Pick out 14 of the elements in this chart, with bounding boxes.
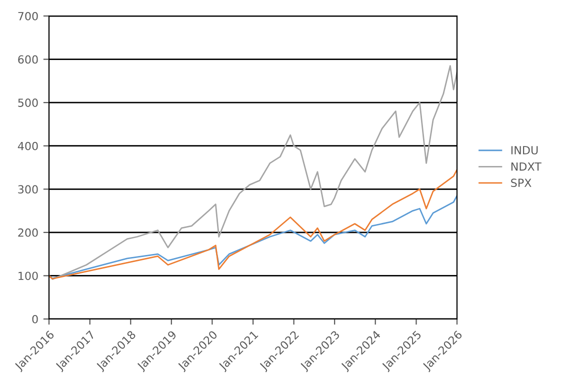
legend-label: NDXT bbox=[511, 162, 542, 171]
y-tick-label: 400 bbox=[18, 142, 38, 150]
y-tick-label: 600 bbox=[18, 55, 38, 64]
y-tick-label: 700 bbox=[18, 12, 38, 20]
y-tick-label: 0 bbox=[32, 314, 38, 324]
y-tick-label: 200 bbox=[18, 228, 38, 237]
legend-label: INDU bbox=[511, 146, 538, 154]
line-series bbox=[49, 168, 457, 280]
line-series bbox=[49, 194, 457, 280]
y-tick-label: 300 bbox=[18, 185, 38, 194]
y-tick-label: 500 bbox=[18, 98, 38, 107]
legend-label: SPX bbox=[511, 178, 532, 188]
line-series bbox=[49, 65, 457, 280]
y-tick-label: 100 bbox=[18, 272, 38, 280]
